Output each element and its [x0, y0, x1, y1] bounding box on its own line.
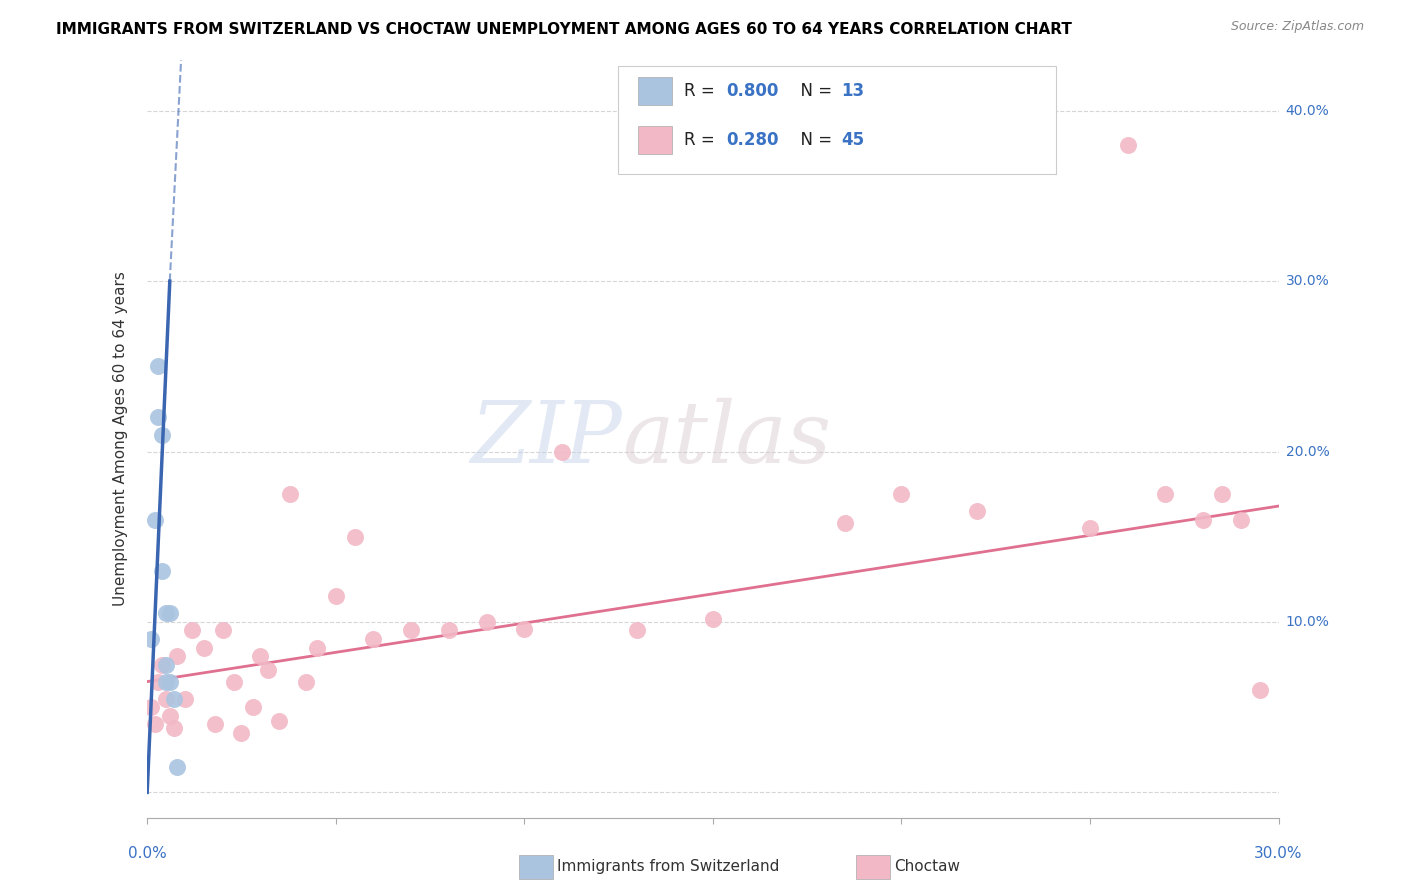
Point	[155, 607, 177, 621]
Point	[143, 717, 166, 731]
Point	[143, 513, 166, 527]
Point	[834, 516, 856, 530]
Text: 45: 45	[842, 131, 865, 149]
Text: Source: ZipAtlas.com: Source: ZipAtlas.com	[1230, 20, 1364, 33]
Point	[150, 427, 173, 442]
Point	[173, 691, 195, 706]
Point	[166, 648, 188, 663]
Point	[139, 700, 162, 714]
Text: ZIP: ZIP	[471, 398, 623, 480]
Point	[437, 624, 460, 638]
Point	[150, 657, 173, 672]
Point	[1211, 487, 1233, 501]
Text: 0.280: 0.280	[727, 131, 779, 149]
Point	[269, 714, 291, 728]
Point	[702, 611, 724, 625]
Text: N =: N =	[790, 82, 837, 100]
Point	[148, 410, 170, 425]
Point	[325, 590, 347, 604]
Text: 40.0%: 40.0%	[1285, 103, 1329, 118]
Text: atlas: atlas	[623, 398, 831, 480]
Point	[890, 487, 912, 501]
Text: 13: 13	[842, 82, 865, 100]
Point	[343, 530, 366, 544]
Point	[211, 624, 233, 638]
Point	[159, 607, 181, 621]
Point	[1192, 513, 1215, 527]
Point	[294, 674, 316, 689]
Point	[155, 674, 177, 689]
Text: N =: N =	[790, 131, 837, 149]
Point	[249, 648, 271, 663]
Point	[162, 691, 184, 706]
Point	[150, 564, 173, 578]
Point	[166, 760, 188, 774]
Point	[1230, 513, 1253, 527]
Point	[159, 674, 181, 689]
Text: 30.0%: 30.0%	[1254, 847, 1303, 861]
Text: R =: R =	[685, 82, 720, 100]
Point	[966, 504, 988, 518]
Point	[155, 657, 177, 672]
Point	[159, 708, 181, 723]
Point	[139, 632, 162, 646]
Text: R =: R =	[685, 131, 720, 149]
Point	[162, 721, 184, 735]
Point	[204, 717, 226, 731]
Y-axis label: Unemployment Among Ages 60 to 64 years: Unemployment Among Ages 60 to 64 years	[114, 271, 128, 607]
Point	[305, 640, 328, 655]
Text: 30.0%: 30.0%	[1285, 274, 1329, 288]
Text: 0.800: 0.800	[727, 82, 779, 100]
Point	[1249, 683, 1271, 698]
Point	[1078, 521, 1101, 535]
Text: 10.0%: 10.0%	[1285, 615, 1330, 629]
Point	[148, 359, 170, 374]
Point	[181, 624, 204, 638]
Text: Choctaw: Choctaw	[894, 860, 960, 874]
Point	[626, 624, 648, 638]
Point	[222, 674, 245, 689]
Point	[242, 700, 264, 714]
Point	[758, 137, 780, 152]
Point	[1154, 487, 1177, 501]
Point	[475, 615, 498, 629]
Point	[280, 487, 302, 501]
Point	[551, 444, 574, 458]
Point	[231, 725, 253, 739]
Text: Immigrants from Switzerland: Immigrants from Switzerland	[557, 860, 779, 874]
Point	[148, 674, 170, 689]
Point	[257, 663, 280, 677]
Point	[193, 640, 215, 655]
Point	[1116, 137, 1139, 152]
Point	[363, 632, 385, 646]
Point	[399, 624, 422, 638]
Text: IMMIGRANTS FROM SWITZERLAND VS CHOCTAW UNEMPLOYMENT AMONG AGES 60 TO 64 YEARS CO: IMMIGRANTS FROM SWITZERLAND VS CHOCTAW U…	[56, 22, 1073, 37]
Point	[513, 622, 536, 636]
Text: 0.0%: 0.0%	[128, 847, 166, 861]
Point	[155, 691, 177, 706]
Text: 20.0%: 20.0%	[1285, 444, 1329, 458]
